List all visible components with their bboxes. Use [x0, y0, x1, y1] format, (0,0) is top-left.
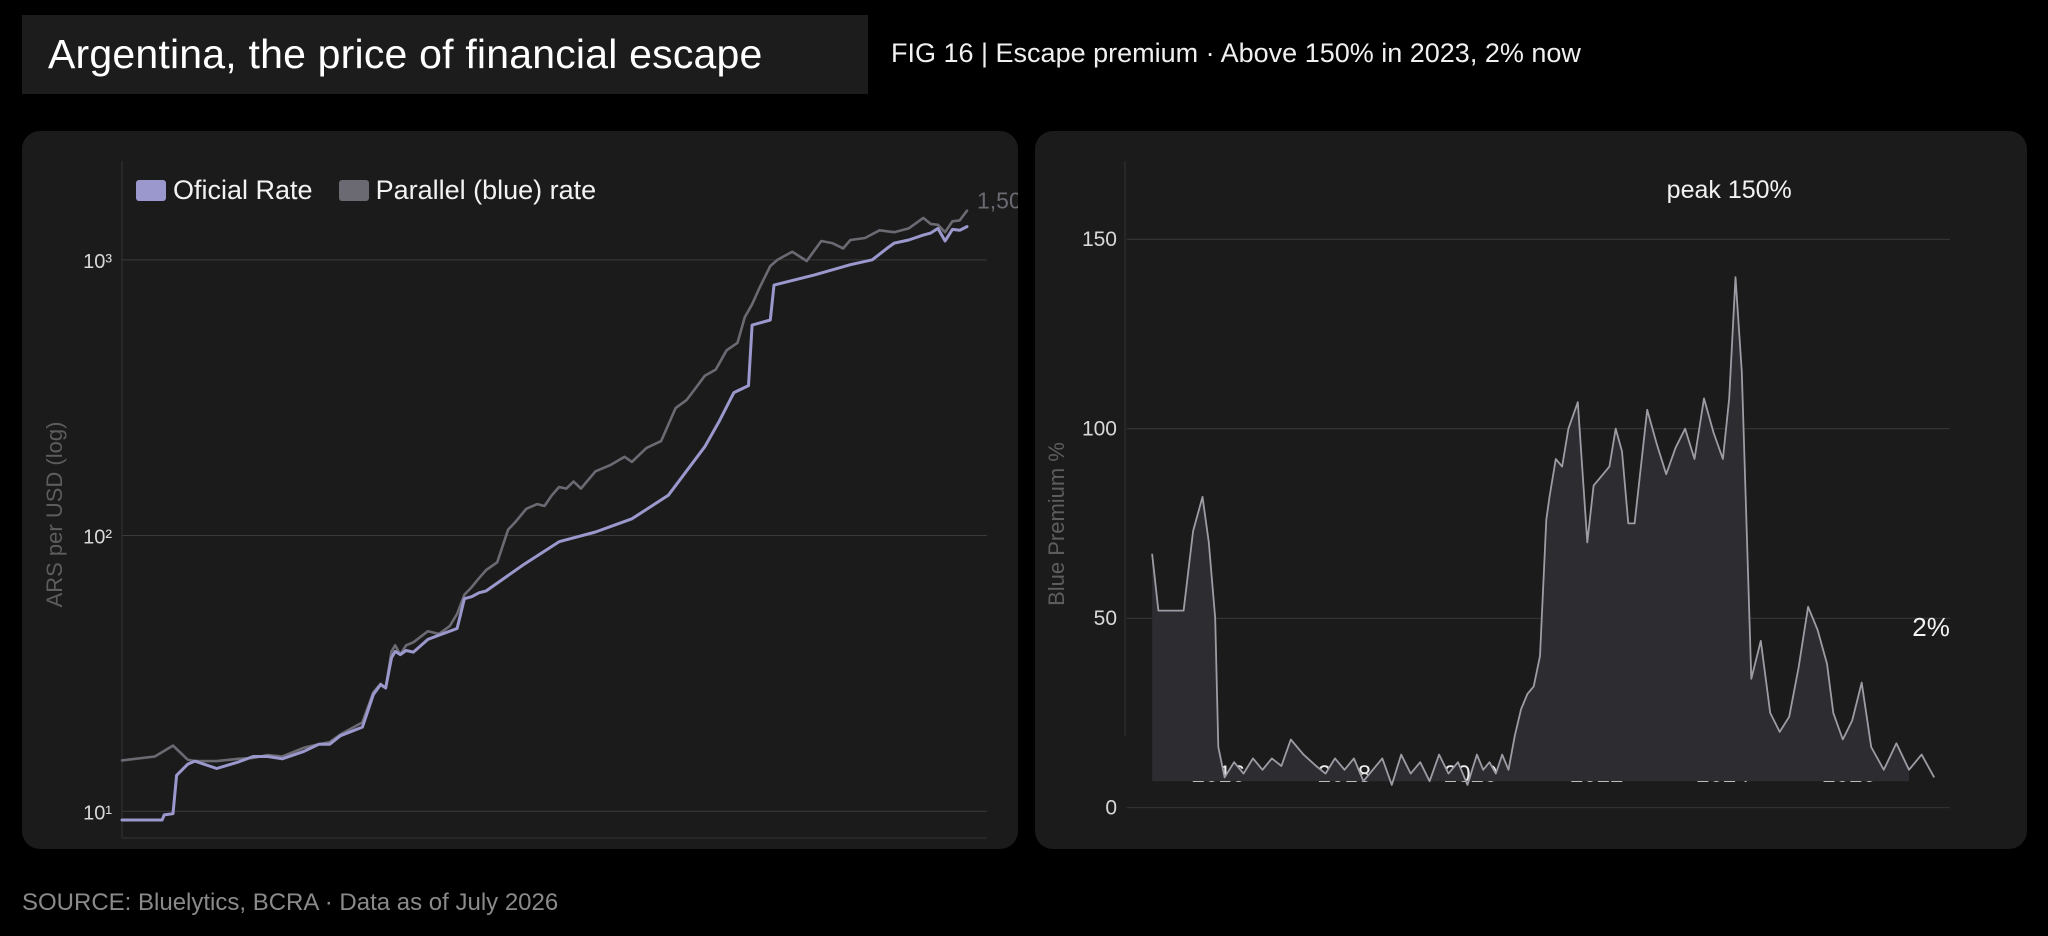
- end-value-label: 1,507: [977, 188, 1018, 214]
- y-tick-label: 150: [1082, 228, 1117, 251]
- legend-label-parallel: Parallel (blue) rate: [375, 175, 597, 205]
- y-axis-label: ARS per USD (log): [42, 422, 67, 608]
- y-tick-label: 0: [1105, 797, 1117, 820]
- series-line-parallel: [120, 209, 969, 763]
- y-tick-label: 50: [1094, 607, 1117, 630]
- blue-premium-chart: 050100150201620182020202220242026Blue Pr…: [1044, 161, 1950, 820]
- source-note: SOURCE: Bluelytics, BCRA · Data as of Ju…: [22, 889, 559, 916]
- exchange-rate-panel: 10¹ 10² 10³ ARS per USD (log) 1,507 Oficial …: [22, 131, 1018, 849]
- current-value-annotation: 2%: [1912, 612, 1950, 642]
- figure-subtitle: FIG 16 | Escape premium · Above 150% in …: [891, 38, 1581, 68]
- premium-area-fill: [1152, 277, 1909, 785]
- page-title: Argentina, the price of financial escape: [48, 31, 763, 77]
- y-axis-label: Blue Premium %: [1044, 442, 1069, 606]
- y-tick-label: 10²: [83, 527, 112, 549]
- blue-premium-panel: 050100150201620182020202220242026Blue Pr…: [1035, 131, 2027, 849]
- legend-item-parallel: Parallel (blue) rate: [338, 175, 597, 206]
- exchange-rate-chart: 10¹ 10² 10³ ARS per USD (log) 1,507: [42, 161, 1018, 839]
- legend-swatch-parallel: [338, 180, 369, 201]
- legend-swatch-official: [136, 180, 166, 201]
- legend-label-official: Oficial Rate: [173, 175, 313, 205]
- premium-line: [1151, 276, 1935, 786]
- peak-annotation: peak 150%: [1667, 176, 1792, 204]
- y-tick-label: 10³: [83, 251, 112, 273]
- series-line-official: [120, 225, 969, 822]
- chart-legend: Oficial Rate Parallel (blue) rate: [136, 175, 622, 206]
- y-tick-label: 100: [1082, 418, 1117, 441]
- title-box: Argentina, the price of financial escape: [22, 15, 868, 94]
- legend-item-official: Oficial Rate: [136, 175, 313, 206]
- y-tick-label: 10¹: [83, 802, 112, 824]
